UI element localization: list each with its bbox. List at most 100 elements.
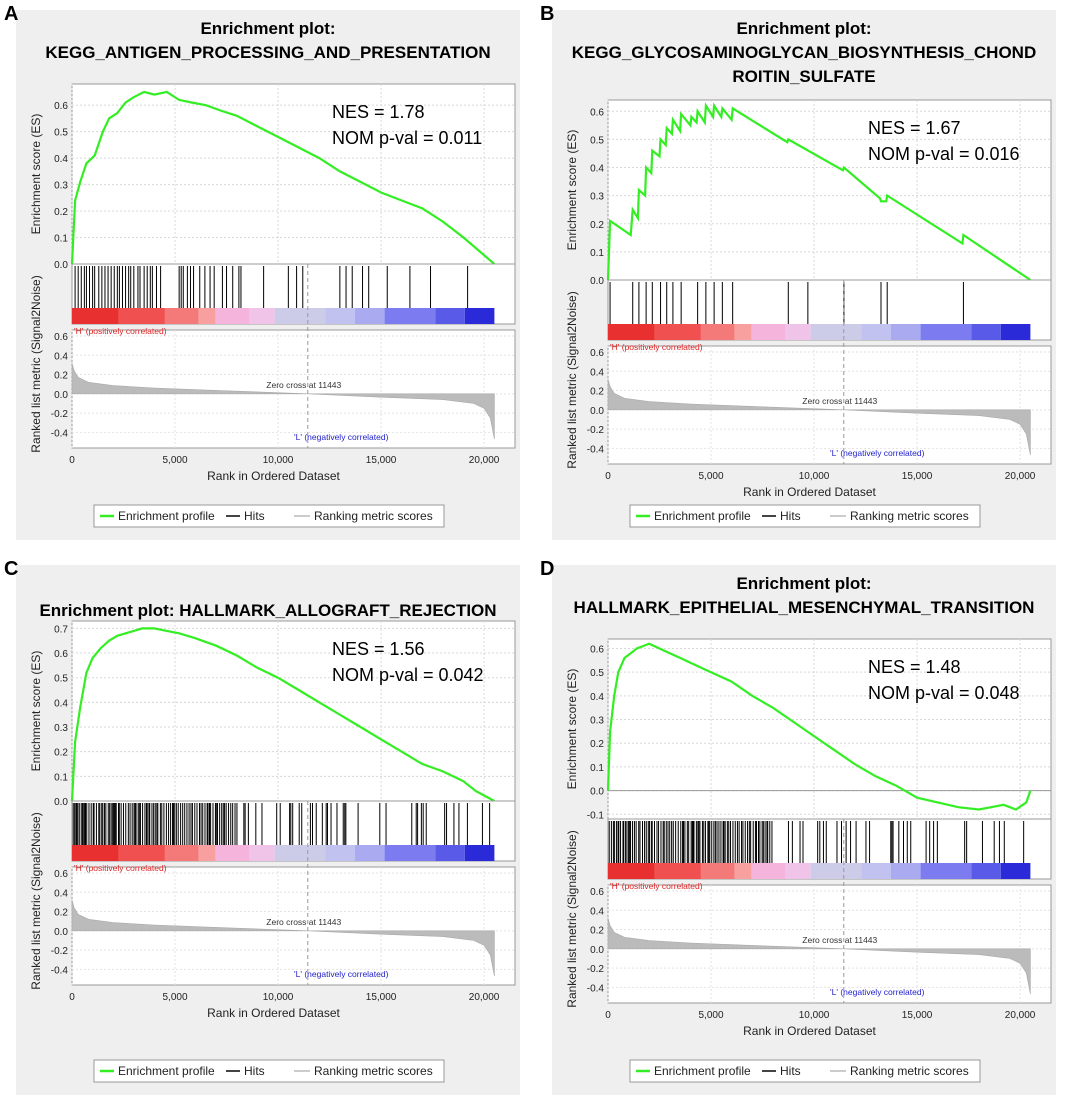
heatmap-segment [608,863,655,879]
plot-title-line: Enrichment plot: [736,574,871,593]
heatmap-segment [215,308,250,324]
heatmap-segment [785,863,811,879]
heatmap-segment [198,308,216,324]
x-tick-label: 15,000 [366,992,397,1003]
enrichment-profile-line [606,102,1032,281]
es-tick-label: 0.3 [590,716,604,727]
x-tick-label: 20,000 [1005,471,1036,482]
es-tick-label: 0.1 [590,763,604,774]
heatmap-segment [810,863,862,879]
es-plot-area [607,99,1052,281]
metric-axis-label: Ranked list metric (Signal2Noise) [29,275,43,452]
zero-cross-label: Zero cross at 11443 [802,935,877,945]
heatmap-segment [751,324,786,340]
heatmap-segment [920,324,972,340]
es-axis-label: Enrichment score (ES) [29,114,43,235]
pval-value: NOM p-val = 0.048 [868,683,1020,703]
heatmap-segment [971,863,1001,879]
x-tick-label: 20,000 [469,992,500,1003]
es-tick-label: 0.3 [54,723,68,734]
metric-tick-label: -0.4 [51,965,69,976]
panel-label-c: C [4,558,18,580]
heatmap-segment [435,308,465,324]
es-tick-label: 0.5 [54,674,68,685]
plot-title-line: Enrichment plot: [736,19,871,38]
heatmap-segment [654,324,701,340]
metric-tick-label: 0.6 [590,887,604,898]
negative-correlation-label: 'L' (negatively correlated) [294,969,389,979]
legend-box [93,1059,445,1083]
metric-tick-label: 0.4 [590,367,604,378]
x-tick-label: 10,000 [799,471,830,482]
es-tick-label: -0.1 [587,810,605,821]
chart-b: B Enrichment plot: KEGG_GLYCOSAMINOGLYCAN_… [540,3,1056,540]
es-tick-label: 0.2 [54,207,68,218]
heatmap-segment [464,308,495,324]
legend-box [93,504,445,528]
heatmap-segment [249,845,275,861]
x-tick-label: 15,000 [366,455,397,466]
panel-label-b: B [540,3,554,25]
heatmap-segment [734,863,752,879]
heatmap-segment [734,324,752,340]
heatmap-segment [384,845,436,861]
es-tick-label: 0.1 [54,234,68,245]
metric-tick-label: 0.6 [54,332,68,343]
es-tick-label: 0.6 [54,649,68,660]
heatmap-segment [654,863,701,879]
enrichment-profile-line [606,642,1032,811]
plot-title-line: KEGG_ANTIGEN_PROCESSING_AND_PRESENTATION [45,43,490,62]
es-tick-label: 0.3 [54,181,68,192]
x-tick-label: 0 [605,1010,611,1021]
legend-hits-label: Hits [780,1064,801,1078]
pval-value: NOM p-val = 0.011 [332,128,482,148]
heatmap-segment [971,324,1001,340]
heatmap-segment [72,308,119,324]
nes-value: NES = 1.67 [868,118,961,138]
heatmap-segment [920,863,972,879]
heatmap-segment [249,308,275,324]
x-tick-label: 5,000 [163,992,188,1003]
es-tick-label: 0.6 [590,644,604,655]
panel-label-a: A [4,3,18,25]
es-tick-label: 0.5 [590,135,604,146]
positive-correlation-label: 'H' (positively correlated) [74,326,167,336]
x-tick-label: 20,000 [469,455,500,466]
x-tick-label: 15,000 [902,1010,933,1021]
es-tick-label: 0.1 [590,248,604,259]
metric-tick-label: 0.0 [590,406,604,417]
es-tick-label: 0.5 [590,668,604,679]
heatmap-segment [751,863,786,879]
x-tick-label: 5,000 [163,455,188,466]
metric-tick-label: 0.4 [54,888,68,899]
x-tick-label: 5,000 [699,1010,724,1021]
metric-tick-label: 0.2 [590,387,604,398]
legend-profile-label: Enrichment profile [118,509,215,523]
legend-ranking-label: Ranking metric scores [314,509,433,523]
es-tick-label: 0.2 [590,739,604,750]
heatmap-segment [435,845,465,861]
legend-box [629,1059,981,1083]
x-tick-label: 10,000 [263,455,294,466]
negative-correlation-label: 'L' (negatively correlated) [830,448,925,458]
enrichment-profile-line [70,627,495,802]
es-plot-area [71,83,516,265]
heatmap-segment [72,845,119,861]
legend-profile-label: Enrichment profile [654,509,751,523]
nes-value: NES = 1.56 [332,639,425,659]
metric-tick-label: -0.2 [587,425,605,436]
heatmap-segment [355,845,385,861]
chart-d: D Enrichment plot: HALLMARK_EPITHELIAL_MES… [540,558,1056,1095]
es-tick-label: 0.6 [54,101,68,112]
nes-value: NES = 1.78 [332,102,425,122]
heatmap-segment [325,308,356,324]
panel-c: C Enrichment plot: HALLMARK_ALLOGRAFT_REJ… [0,555,520,1100]
heatmap-segment [1000,863,1031,879]
legend-profile-label: Enrichment profile [118,1064,215,1078]
metric-tick-label: 0.4 [590,906,604,917]
metric-tick-label: 0.0 [54,927,68,938]
legend-hits-label: Hits [244,1064,265,1078]
heatmap-segment [274,845,326,861]
positive-correlation-label: 'H' (positively correlated) [610,881,703,891]
panel-b: B Enrichment plot: KEGG_GLYCOSAMINOGLYCAN_… [536,0,1056,545]
